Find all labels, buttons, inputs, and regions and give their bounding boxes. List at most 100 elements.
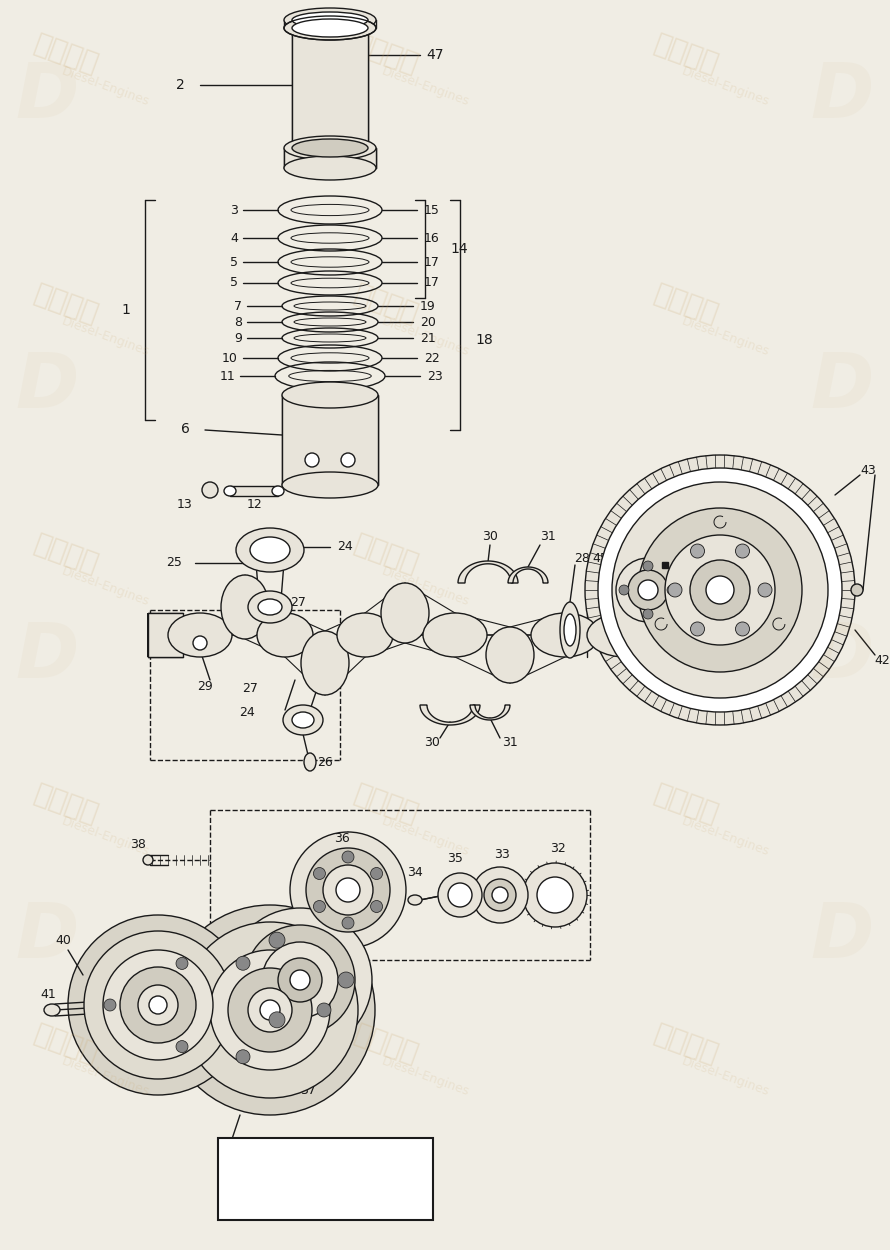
Ellipse shape bbox=[221, 575, 269, 639]
Text: 紫发动力: 紫发动力 bbox=[650, 30, 722, 79]
Text: 紫发动力: 紫发动力 bbox=[30, 780, 102, 829]
Ellipse shape bbox=[735, 544, 749, 558]
Text: D: D bbox=[810, 620, 873, 694]
Ellipse shape bbox=[438, 872, 482, 917]
Text: D: D bbox=[810, 350, 873, 424]
Ellipse shape bbox=[668, 582, 682, 598]
Text: 5: 5 bbox=[230, 255, 238, 269]
Ellipse shape bbox=[284, 16, 376, 40]
Text: Diesel-Engines: Diesel-Engines bbox=[680, 565, 772, 609]
Polygon shape bbox=[458, 561, 518, 582]
Text: 紫发动力: 紫发动力 bbox=[30, 530, 102, 579]
Text: 18: 18 bbox=[475, 332, 493, 348]
Text: 21: 21 bbox=[420, 331, 436, 345]
Text: 30: 30 bbox=[482, 530, 498, 544]
Text: 紫发动力: 紫发动力 bbox=[30, 280, 102, 329]
Ellipse shape bbox=[638, 580, 658, 600]
Ellipse shape bbox=[104, 999, 116, 1011]
Ellipse shape bbox=[290, 970, 310, 990]
Ellipse shape bbox=[176, 1040, 188, 1052]
Ellipse shape bbox=[619, 585, 629, 595]
Ellipse shape bbox=[306, 848, 390, 932]
Ellipse shape bbox=[236, 956, 250, 970]
Ellipse shape bbox=[149, 996, 167, 1014]
Text: 31: 31 bbox=[540, 530, 556, 544]
Text: Diesel-Engines: Diesel-Engines bbox=[60, 815, 151, 859]
Ellipse shape bbox=[301, 631, 349, 695]
Text: 37: 37 bbox=[300, 1084, 316, 1096]
Polygon shape bbox=[508, 568, 548, 582]
Ellipse shape bbox=[304, 752, 316, 771]
Ellipse shape bbox=[262, 942, 338, 1017]
Ellipse shape bbox=[103, 950, 213, 1060]
Ellipse shape bbox=[210, 950, 330, 1070]
Ellipse shape bbox=[236, 1050, 250, 1064]
Ellipse shape bbox=[68, 915, 248, 1095]
Text: 23: 23 bbox=[427, 370, 442, 382]
Text: 30: 30 bbox=[424, 735, 440, 749]
FancyBboxPatch shape bbox=[284, 148, 376, 168]
Ellipse shape bbox=[305, 452, 319, 468]
Text: 紫发动力: 紫发动力 bbox=[650, 780, 722, 829]
Text: 紫发动力: 紫发动力 bbox=[350, 1020, 422, 1069]
Ellipse shape bbox=[317, 1003, 331, 1018]
Text: 38: 38 bbox=[130, 839, 146, 851]
Ellipse shape bbox=[248, 591, 292, 622]
Text: VME Parts Sweden AB: VME Parts Sweden AB bbox=[261, 1148, 390, 1160]
Ellipse shape bbox=[272, 486, 284, 496]
Text: 紫发动力: 紫发动力 bbox=[650, 280, 722, 329]
Ellipse shape bbox=[193, 636, 207, 650]
Ellipse shape bbox=[228, 908, 372, 1052]
Text: 1: 1 bbox=[121, 302, 130, 318]
Ellipse shape bbox=[616, 558, 680, 622]
Text: 43: 43 bbox=[860, 464, 876, 476]
Text: D: D bbox=[810, 60, 873, 134]
Ellipse shape bbox=[612, 482, 828, 698]
Text: 12: 12 bbox=[247, 499, 263, 511]
Ellipse shape bbox=[283, 705, 323, 735]
Text: 40: 40 bbox=[55, 934, 71, 946]
Text: 19: 19 bbox=[420, 300, 436, 312]
Text: 32: 32 bbox=[550, 841, 566, 855]
Text: Diesel-Engines: Diesel-Engines bbox=[60, 65, 151, 109]
Ellipse shape bbox=[258, 599, 282, 615]
Text: 35: 35 bbox=[447, 851, 463, 865]
FancyBboxPatch shape bbox=[292, 28, 368, 148]
Ellipse shape bbox=[84, 931, 232, 1079]
Text: D: D bbox=[810, 900, 873, 974]
Text: 27: 27 bbox=[290, 596, 306, 610]
Text: Diesel-Engines: Diesel-Engines bbox=[380, 315, 472, 359]
Text: 29: 29 bbox=[197, 680, 213, 694]
Text: 34: 34 bbox=[407, 865, 423, 879]
Text: Diesel-Engines: Diesel-Engines bbox=[680, 1055, 772, 1099]
Text: 17: 17 bbox=[424, 276, 440, 290]
Ellipse shape bbox=[448, 882, 472, 908]
Text: 13: 13 bbox=[176, 499, 192, 511]
Text: 31: 31 bbox=[502, 735, 518, 749]
Ellipse shape bbox=[484, 879, 516, 911]
Polygon shape bbox=[470, 705, 510, 720]
Ellipse shape bbox=[337, 612, 393, 658]
Ellipse shape bbox=[851, 584, 863, 596]
FancyBboxPatch shape bbox=[282, 395, 378, 485]
Text: 17: 17 bbox=[424, 255, 440, 269]
Ellipse shape bbox=[168, 612, 232, 658]
Text: 紫发动力: 紫发动力 bbox=[650, 1020, 722, 1069]
Ellipse shape bbox=[381, 582, 429, 642]
Ellipse shape bbox=[292, 712, 314, 727]
Text: 18474 A: 18474 A bbox=[284, 1176, 367, 1194]
Text: 47: 47 bbox=[426, 48, 444, 63]
Text: 22: 22 bbox=[424, 351, 440, 365]
Text: 39: 39 bbox=[220, 1151, 236, 1165]
Ellipse shape bbox=[408, 895, 422, 905]
Ellipse shape bbox=[313, 900, 326, 912]
Ellipse shape bbox=[598, 468, 842, 712]
Ellipse shape bbox=[665, 535, 775, 645]
Ellipse shape bbox=[643, 561, 653, 571]
Ellipse shape bbox=[537, 878, 573, 912]
Text: 紫发动力: 紫发动力 bbox=[650, 530, 722, 579]
Ellipse shape bbox=[370, 867, 383, 880]
Ellipse shape bbox=[44, 1004, 60, 1016]
Ellipse shape bbox=[202, 482, 218, 498]
Ellipse shape bbox=[228, 968, 312, 1052]
